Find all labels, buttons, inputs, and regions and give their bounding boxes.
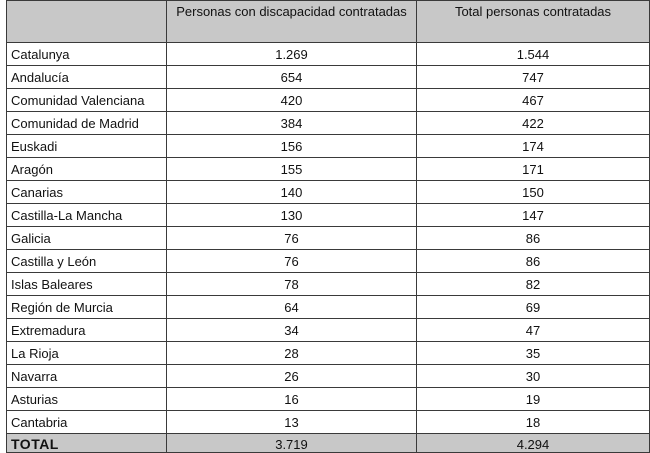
disabled-hired-cell: 384: [166, 111, 417, 135]
total-hired-cell: 82: [416, 272, 650, 296]
disabled-hired-cell: 155: [166, 157, 417, 181]
disabled-hired-cell: 140: [166, 180, 417, 204]
total-hired-cell: 150: [416, 180, 650, 204]
total-hired-cell: 19: [416, 387, 650, 411]
table-body: Catalunya 1.269 1.544 Andalucía 654 747 Comuni…: [6, 42, 650, 434]
disabled-hired-cell: 26: [166, 364, 417, 388]
table-header: Personas con discapacidad contratadas To…: [6, 0, 650, 43]
header-row: Personas con discapacidad contratadas To…: [6, 0, 650, 43]
table-row: Islas Baleares 78 82: [6, 272, 650, 296]
header-total-hired: Total personas contratadas: [416, 0, 650, 43]
header-region: [6, 0, 167, 43]
region-cell: Castilla-La Mancha: [6, 203, 167, 227]
disabled-hired-cell: 34: [166, 318, 417, 342]
total-hired-cell: 147: [416, 203, 650, 227]
region-cell: Cantabria: [6, 410, 167, 434]
disabled-hired-cell: 16: [166, 387, 417, 411]
table-row: Catalunya 1.269 1.544: [6, 42, 650, 66]
total-total-hired: 4.294: [416, 433, 650, 453]
total-hired-cell: 86: [416, 226, 650, 250]
table-row: Navarra 26 30: [6, 364, 650, 388]
table-row: Comunidad Valenciana 420 467: [6, 88, 650, 112]
table-row: Castilla y León 76 86: [6, 249, 650, 273]
total-hired-cell: 422: [416, 111, 650, 135]
disabled-hired-cell: 420: [166, 88, 417, 112]
total-hired-cell: 47: [416, 318, 650, 342]
total-hired-cell: 174: [416, 134, 650, 158]
total-hired-cell: 467: [416, 88, 650, 112]
region-cell: Comunidad de Madrid: [6, 111, 167, 135]
total-hired-cell: 171: [416, 157, 650, 181]
total-hired-cell: 35: [416, 341, 650, 365]
table-row: Galicia 76 86: [6, 226, 650, 250]
region-cell: Aragón: [6, 157, 167, 181]
region-cell: Islas Baleares: [6, 272, 167, 296]
disabled-hired-cell: 28: [166, 341, 417, 365]
table-row: Extremadura 34 47: [6, 318, 650, 342]
total-label: TOTAL: [6, 433, 167, 453]
table-row: Euskadi 156 174: [6, 134, 650, 158]
region-cell: Canarias: [6, 180, 167, 204]
hiring-table: Personas con discapacidad contratadas To…: [6, 0, 650, 453]
region-cell: Catalunya: [6, 42, 167, 66]
region-cell: Navarra: [6, 364, 167, 388]
table-row: Cantabria 13 18: [6, 410, 650, 434]
total-hired-cell: 18: [416, 410, 650, 434]
total-hired-cell: 86: [416, 249, 650, 273]
region-cell: Euskadi: [6, 134, 167, 158]
disabled-hired-cell: 76: [166, 249, 417, 273]
disabled-hired-cell: 654: [166, 65, 417, 89]
disabled-hired-cell: 76: [166, 226, 417, 250]
total-disabled-hired: 3.719: [166, 433, 417, 453]
region-cell: Galicia: [6, 226, 167, 250]
total-hired-cell: 1.544: [416, 42, 650, 66]
table-footer: TOTAL 3.719 4.294: [6, 433, 650, 453]
total-row: TOTAL 3.719 4.294: [6, 433, 650, 453]
region-cell: Comunidad Valenciana: [6, 88, 167, 112]
region-cell: Andalucía: [6, 65, 167, 89]
disabled-hired-cell: 156: [166, 134, 417, 158]
region-cell: Región de Murcia: [6, 295, 167, 319]
table-row: La Rioja 28 35: [6, 341, 650, 365]
disabled-hired-cell: 13: [166, 410, 417, 434]
total-hired-cell: 747: [416, 65, 650, 89]
table-row: Región de Murcia 64 69: [6, 295, 650, 319]
table-row: Canarias 140 150: [6, 180, 650, 204]
region-cell: Asturias: [6, 387, 167, 411]
disabled-hired-cell: 1.269: [166, 42, 417, 66]
disabled-hired-cell: 130: [166, 203, 417, 227]
table-row: Andalucía 654 747: [6, 65, 650, 89]
header-disabled-hired: Personas con discapacidad contratadas: [166, 0, 417, 43]
table-row: Comunidad de Madrid 384 422: [6, 111, 650, 135]
disabled-hired-cell: 64: [166, 295, 417, 319]
table-row: Aragón 155 171: [6, 157, 650, 181]
region-cell: La Rioja: [6, 341, 167, 365]
total-hired-cell: 69: [416, 295, 650, 319]
table-row: Castilla-La Mancha 130 147: [6, 203, 650, 227]
table-row: Asturias 16 19: [6, 387, 650, 411]
total-hired-cell: 30: [416, 364, 650, 388]
disabled-hired-cell: 78: [166, 272, 417, 296]
region-cell: Extremadura: [6, 318, 167, 342]
region-cell: Castilla y León: [6, 249, 167, 273]
